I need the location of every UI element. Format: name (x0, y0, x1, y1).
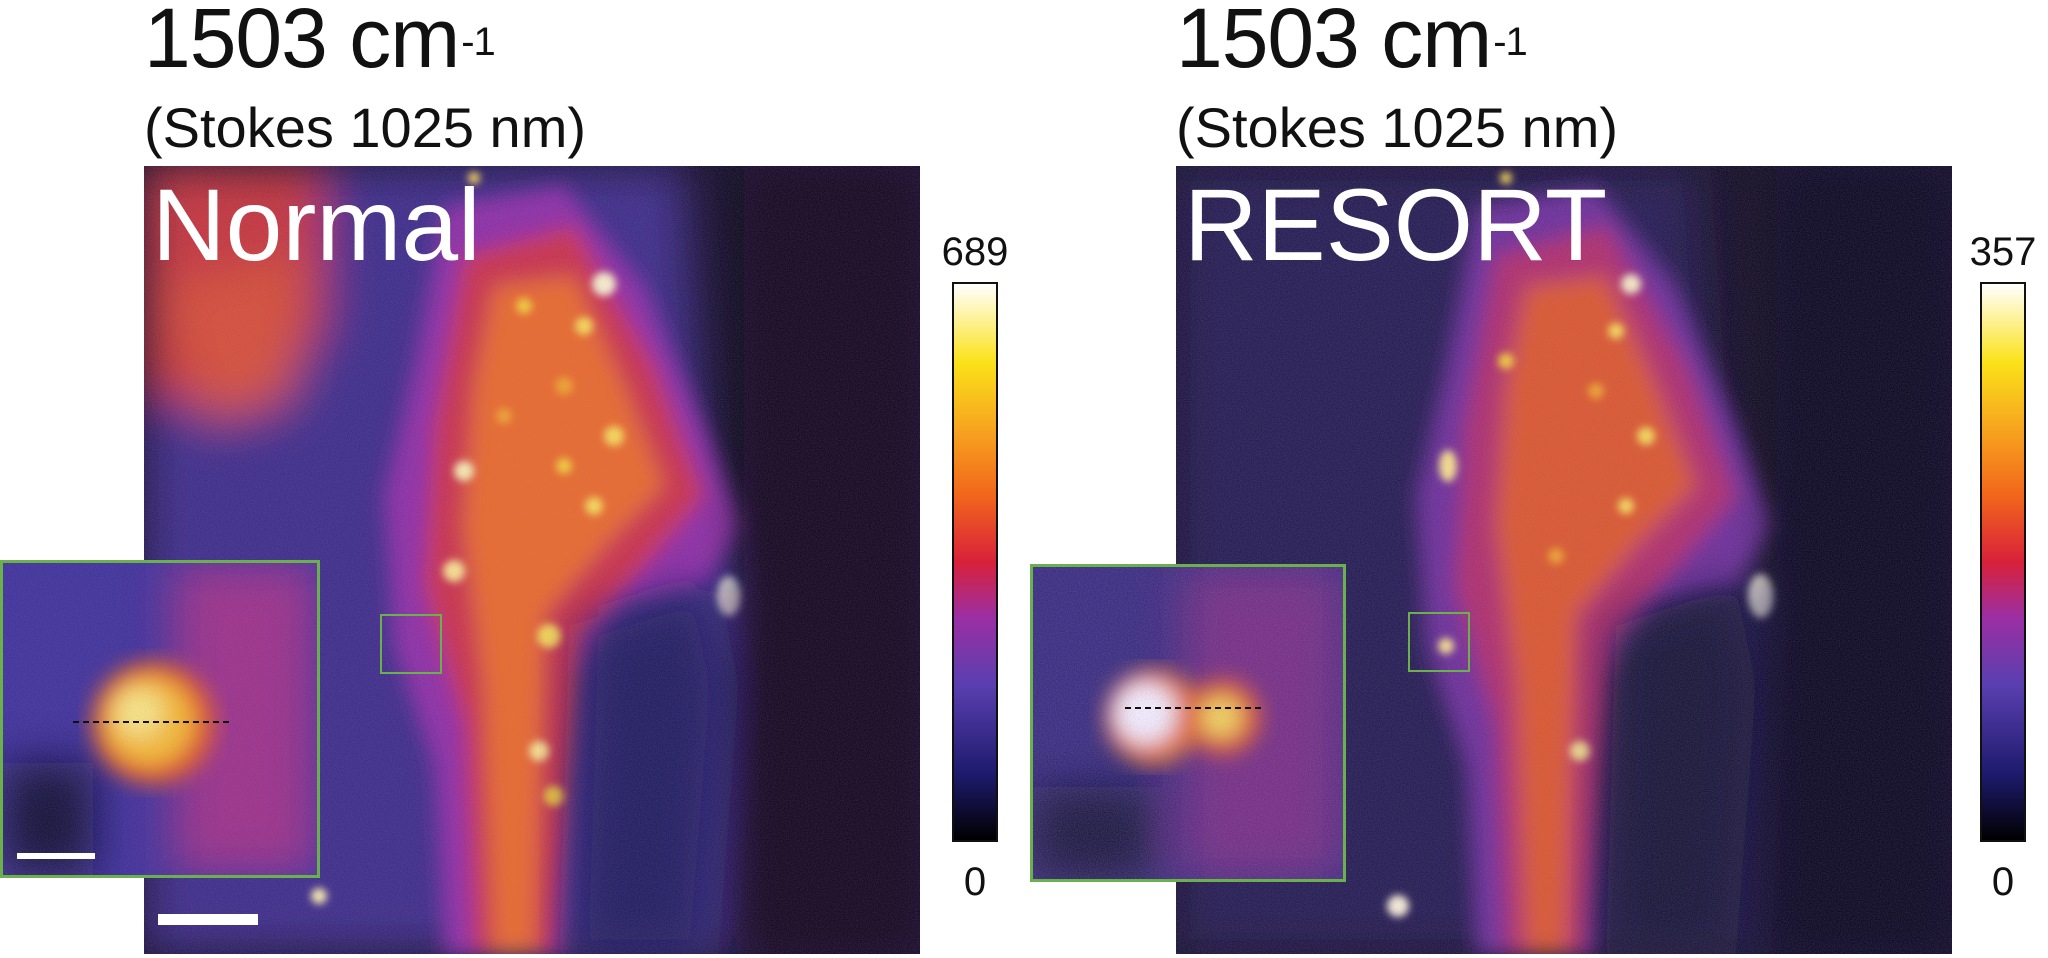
roi-box (1408, 612, 1470, 672)
inset-image-resort (1033, 567, 1343, 879)
condition-label: RESORT (1184, 168, 1608, 282)
colorbar (952, 282, 998, 842)
inset-scale-bar (17, 853, 95, 859)
line-profile-marker (73, 721, 229, 723)
scale-bar (158, 914, 258, 925)
wavenumber-title: 1503 cm-1 (1176, 0, 1528, 85)
panel-normal: 1503 cm-1 (Stokes 1025 nm) (0, 0, 1009, 954)
stokes-subtitle: (Stokes 1025 nm) (1176, 96, 1618, 159)
colorbar-max-label: 689 (941, 230, 1009, 274)
inset-image-normal (3, 563, 317, 875)
line-profile-marker (1125, 707, 1261, 709)
colorbar-gradient (954, 284, 996, 840)
zoom-inset (1030, 564, 1346, 882)
colorbar (1980, 282, 2026, 842)
panel-resort: 1503 cm-1 (Stokes 1025 nm) (1030, 0, 2048, 958)
colorbar-min-label: 0 (1991, 860, 2015, 904)
stokes-subtitle: (Stokes 1025 nm) (144, 96, 586, 159)
zoom-inset (0, 560, 320, 878)
colorbar-min-label: 0 (963, 860, 987, 904)
roi-box (380, 614, 442, 674)
srs-image: Normal (144, 166, 920, 954)
title-superscript: -1 (1493, 20, 1528, 64)
colorbar-gradient (1982, 284, 2024, 840)
colorbar-max-label: 357 (1969, 230, 2037, 274)
cell-image-normal (144, 166, 920, 954)
condition-label: Normal (152, 168, 481, 282)
title-superscript: -1 (461, 20, 496, 64)
wavenumber-title: 1503 cm-1 (144, 0, 496, 85)
